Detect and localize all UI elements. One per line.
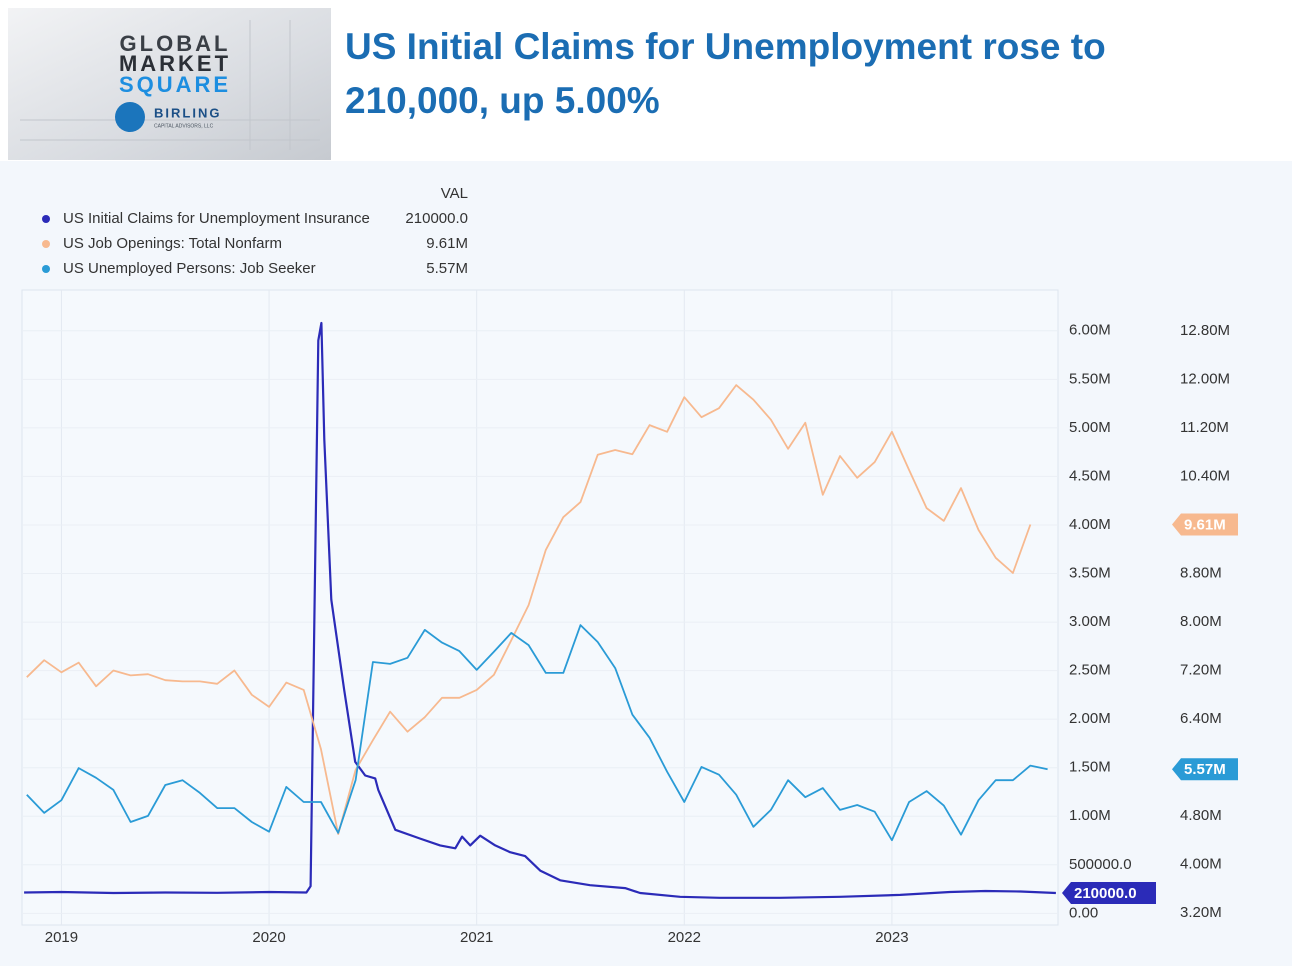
chart: GLOBAL MARKET SQUARE BIRLING CAPITAL ADV… <box>0 0 1292 966</box>
y-tick-label: 6.00M <box>1069 322 1111 339</box>
legend-marker <box>42 240 50 248</box>
value-tag-label: 210000.0 <box>1074 885 1137 902</box>
y2-tick-label: 3.20M <box>1180 904 1222 921</box>
y-tick-label: 4.00M <box>1069 516 1111 533</box>
y-tick-label: 0.00 <box>1069 904 1098 921</box>
legend-label: US Initial Claims for Unemployment Insur… <box>63 210 370 227</box>
y2-tick-label: 4.00M <box>1180 855 1222 872</box>
legend-label: US Unemployed Persons: Job Seeker <box>63 260 316 277</box>
y2-tick-label: 8.00M <box>1180 613 1222 630</box>
legend-value: 9.61M <box>426 235 468 252</box>
legend-label: US Job Openings: Total Nonfarm <box>63 235 282 252</box>
y2-tick-label: 4.80M <box>1180 807 1222 824</box>
logo-tagline: CAPITAL ADVISORS, LLC <box>154 123 214 129</box>
y2-tick-label: 8.80M <box>1180 565 1222 582</box>
legend-header: VAL <box>441 185 468 202</box>
y2-tick-label: 12.00M <box>1180 371 1230 388</box>
y2-tick-label: 12.80M <box>1180 322 1230 339</box>
y-tick-label: 5.50M <box>1069 370 1111 387</box>
legend-value: 210000.0 <box>405 210 468 227</box>
legend-marker <box>42 265 50 273</box>
y-tick-label: 2.00M <box>1069 710 1111 727</box>
x-tick-label: 2020 <box>252 929 285 946</box>
y-tick-label: 1.00M <box>1069 807 1111 824</box>
y-tick-label: 3.00M <box>1069 613 1111 630</box>
y2-tick-label: 11.20M <box>1180 419 1229 436</box>
page: GLOBAL MARKET SQUARE BIRLING CAPITAL ADV… <box>0 0 1292 966</box>
y-tick-label: 5.00M <box>1069 419 1111 436</box>
logo-brand: BIRLING <box>154 105 221 120</box>
logo-icon <box>115 102 145 132</box>
value-tag-label: 9.61M <box>1184 516 1226 533</box>
x-tick-label: 2023 <box>875 929 908 946</box>
x-tick-label: 2022 <box>668 929 701 946</box>
y2-tick-label: 6.40M <box>1180 710 1222 727</box>
y2-tick-label: 7.20M <box>1180 661 1222 678</box>
y-tick-label: 3.50M <box>1069 564 1111 581</box>
y-tick-label: 4.50M <box>1069 467 1111 484</box>
plot-area <box>22 290 1058 925</box>
legend-value: 5.57M <box>426 260 468 277</box>
y2-tick-label: 10.40M <box>1180 468 1230 485</box>
logo-text: SQUARE <box>119 72 231 97</box>
y-tick-label: 500000.0 <box>1069 856 1132 873</box>
y-tick-label: 1.50M <box>1069 759 1111 776</box>
legend-marker <box>42 215 50 223</box>
y-tick-label: 2.50M <box>1069 662 1111 679</box>
chart-title: US Initial Claims for Unemployment rose … <box>345 20 1245 128</box>
value-tag-label: 5.57M <box>1184 761 1226 778</box>
x-tick-label: 2021 <box>460 929 493 946</box>
x-tick-label: 2019 <box>45 929 78 946</box>
